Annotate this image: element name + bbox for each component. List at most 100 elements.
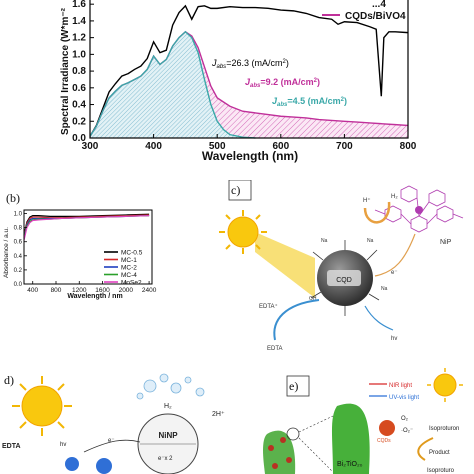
annotation-jabs-teal: Jabs=4.5 (mA/cm2) — [272, 96, 347, 108]
series-line-1 — [89, 4, 409, 137]
panel-e-schematic: e) NIR light UV-vis light Bi₂TiO₂₀ CQDs … — [263, 368, 463, 474]
e-minus-label: e⁻ — [391, 270, 398, 276]
na-label-1: Na — [321, 238, 328, 244]
y-tick-label: 0.4 — [72, 100, 86, 111]
edta-plus-label: EDTA⁺ — [259, 303, 278, 310]
b-y-tick-label: 0.4 — [14, 254, 23, 260]
h2-evolution-arrow — [363, 201, 391, 224]
oh-label: OH — [309, 296, 317, 302]
h2-label: H₂ — [391, 194, 398, 200]
y-axis-label: Spectral Irradiance (W*m⁻² — [60, 7, 71, 135]
two-h-plus-label: 2H⁺ — [212, 411, 225, 418]
sun-icon — [219, 210, 267, 254]
x-tick-label: 400 — [145, 141, 162, 152]
b-legend-label: MC-4 — [121, 272, 137, 279]
cqd-dot — [379, 420, 395, 436]
na-label-3: Na — [381, 286, 388, 292]
cqd-label: CQD — [336, 277, 352, 284]
y-tick-label: 1.4 — [72, 16, 86, 27]
e-x2-label: e⁻x 2 — [158, 456, 173, 462]
b-y-tick-label: 1.0 — [14, 212, 23, 218]
ninp-label: NiNP — [158, 431, 178, 440]
b-x-tick-label: 2000 — [119, 287, 134, 294]
series-line-3 — [89, 30, 256, 139]
h2-label-d: H₂ — [164, 403, 172, 410]
x-tick-label: 300 — [82, 141, 99, 152]
b-series-line-5 — [23, 215, 150, 241]
hv-label: hv — [391, 336, 397, 342]
b-x-axis-label: Wavelength / nm — [67, 293, 122, 300]
degradation-arrow — [417, 437, 434, 461]
na-label-2: Na — [367, 238, 374, 244]
o2-label: O₂ — [401, 416, 409, 422]
bi-nanosheet — [332, 403, 370, 474]
b-x-tick-label: 400 — [27, 287, 38, 294]
o2-minus-label: ·O₂⁻ — [401, 428, 413, 434]
b-legend-label: MoSe2 — [121, 280, 142, 287]
b-series-line-2 — [23, 214, 150, 237]
y-tick-label: 0.6 — [72, 83, 86, 94]
sun-icon-d — [12, 376, 72, 436]
light-beam — [255, 232, 315, 298]
product-label: Product — [429, 450, 450, 456]
e-minus-label-d: e⁻ — [108, 438, 115, 444]
x-tick-label: 600 — [272, 141, 289, 152]
chart-a: 300 400 500 600 700 800 0.0 0.2 0.4 0.6 0.8 1.0 1.2 1… — [60, 0, 417, 163]
cqds-label: CQDs — [377, 438, 391, 444]
y-tick-label: 1.2 — [72, 33, 86, 44]
y-tick-label: 1.6 — [72, 0, 86, 10]
uv-label: UV-vis light — [389, 395, 419, 401]
panel-label-d: d) — [4, 373, 14, 387]
edta-arrow — [273, 299, 320, 341]
small-sheet — [263, 430, 296, 474]
x-tick-label: 700 — [336, 141, 353, 152]
nip-label: NiP — [440, 239, 452, 246]
b-series-line-1 — [23, 213, 150, 235]
b-x-tick-label: 800 — [51, 287, 62, 294]
edta-label: EDTA — [267, 346, 283, 352]
b-x-tick-label: 1600 — [95, 287, 110, 294]
h-plus-label: H⁺ — [363, 197, 371, 204]
y-tick-label: 0.0 — [72, 133, 86, 144]
ni-center — [415, 206, 423, 214]
hv-label-d: hv — [60, 442, 66, 448]
annotation-jabs-magenta: Jabs=9.2 (mA/cm2) — [245, 77, 320, 89]
b-x-tick-label: 1200 — [72, 287, 87, 294]
b-y-axis-label: Absorbance / a.u. — [3, 227, 10, 278]
x-tick-label: 800 — [400, 141, 417, 152]
y-tick-label: 0.2 — [72, 116, 86, 127]
isoproturon-cut-label: Isoproturo — [427, 468, 455, 474]
chart-b: (b) 400 800 1200 1600 2000 2400 0.0 0.2 0.4 0.6 0.… — [3, 191, 157, 300]
panel-d-schematic: d) NiNP H₂ 2H⁺ e⁻x 2 e⁻ hv EDTA — [2, 373, 225, 474]
electron-transfer-arrow — [374, 233, 416, 277]
x-axis-label: Wavelength (nm) — [202, 149, 298, 163]
legend-entry-1: ...4 — [372, 0, 386, 10]
b-x-tick-label: 2400 — [142, 287, 157, 294]
b-plot-frame — [23, 209, 153, 285]
b-y-tick-label: 0.0 — [14, 282, 23, 288]
nir-label: NIR light — [389, 383, 412, 389]
b-y-tick-label: 0.2 — [14, 268, 23, 274]
b-legend-label: MC-2 — [121, 265, 137, 272]
panel-label-c: c) — [231, 183, 240, 197]
legend-entry-2: CQDs/BiVO4 — [345, 11, 406, 22]
panel-label-e: e) — [289, 379, 298, 393]
y-tick-label: 1.0 — [72, 49, 86, 60]
isoproturon-label: Isoproturon — [429, 426, 459, 432]
b-y-tick-label: 0.6 — [14, 240, 23, 246]
x-tick-label: 500 — [209, 141, 226, 152]
b-legend-label: MC-0.5 — [121, 250, 143, 257]
bubbles — [136, 373, 205, 400]
hv-arrow — [364, 305, 394, 331]
b-y-tick-label: 0.8 — [14, 226, 23, 232]
area-fill-teal — [90, 31, 256, 139]
bi-label: Bi₂TiO₂₀ — [337, 461, 363, 468]
b-legend-label: MC-1 — [121, 257, 137, 264]
quantum-dots — [65, 457, 112, 474]
annotation-jabs-black: Jabs=26.3 (mA/cm2) — [211, 58, 289, 70]
electron-arrow-d — [83, 439, 141, 453]
sun-icon-e — [427, 368, 463, 402]
plot-frame — [89, 0, 409, 139]
edta-label-d: EDTA — [2, 443, 21, 450]
panel-label-b: (b) — [6, 191, 20, 205]
